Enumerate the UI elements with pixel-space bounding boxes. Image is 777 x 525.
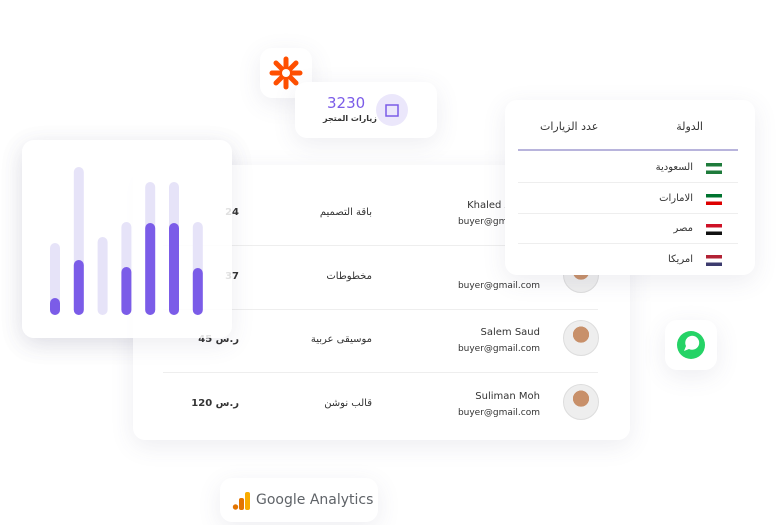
country-name: الامارات — [659, 192, 693, 204]
bar — [121, 267, 132, 315]
divider — [518, 149, 738, 151]
country-name: امريكا — [667, 253, 693, 265]
customer-name: Salem Saud — [480, 327, 541, 338]
chart-overlay — [22, 140, 232, 338]
icon — [677, 331, 705, 359]
row-divider — [518, 212, 738, 214]
product: موسيقى عربية — [310, 334, 372, 345]
price: 45 ر.س — [198, 334, 239, 345]
icon — [269, 56, 303, 90]
store-icon — [376, 94, 408, 126]
country-name: السعودية — [655, 162, 693, 173]
row-divider — [518, 182, 738, 183]
bar-chart — [50, 167, 203, 315]
flag — [706, 254, 722, 266]
bar — [73, 260, 84, 315]
product: باقة التصميم — [319, 207, 372, 218]
visits-card: 3230 زيارات المتجر — [295, 82, 437, 138]
customer-email: buyer@gmail.com — [457, 407, 540, 418]
flag — [706, 193, 722, 205]
visits-label: زيارات المتجر — [323, 114, 377, 123]
product: قالب نوشن — [324, 397, 372, 409]
ga-label: Google Analytics — [256, 492, 374, 508]
bar — [97, 237, 108, 315]
customer-name: Suliman Moh — [475, 390, 540, 402]
bar — [50, 298, 60, 315]
avatar — [563, 320, 599, 356]
customer-email: buyer@gmail.com — [457, 217, 540, 227]
bar — [145, 223, 156, 315]
customer-email: buyer@gmail.com — [457, 280, 540, 291]
row-divider — [518, 243, 738, 244]
ga-card: Google Analytics — [220, 478, 378, 522]
whatsapp-icon — [665, 320, 717, 370]
countries-card: الدولة عدد الزيارات السعودية الامارات مصر ا… — [505, 100, 755, 275]
avatar — [563, 383, 599, 420]
header: الدولة — [676, 120, 703, 133]
country-name: مصر — [673, 223, 693, 234]
price: 24 — [225, 207, 239, 218]
customer-email: buyer@gmail.com — [457, 344, 540, 354]
ga-icon — [232, 492, 250, 510]
product: مخطوطات — [326, 270, 372, 282]
price: 37 — [225, 270, 239, 282]
row-divider — [163, 308, 598, 310]
bar — [169, 223, 179, 315]
visits-value: 3230 — [327, 94, 366, 112]
row-divider — [163, 245, 598, 246]
row-divider — [163, 372, 598, 373]
bar — [192, 268, 203, 315]
bar — [50, 243, 60, 315]
flag — [706, 163, 722, 174]
price: 120 ر.س — [191, 397, 239, 409]
customer-name: Khaled Ahmed — [467, 200, 540, 211]
header: عدد الزيارات — [540, 120, 599, 133]
flag — [706, 224, 722, 235]
